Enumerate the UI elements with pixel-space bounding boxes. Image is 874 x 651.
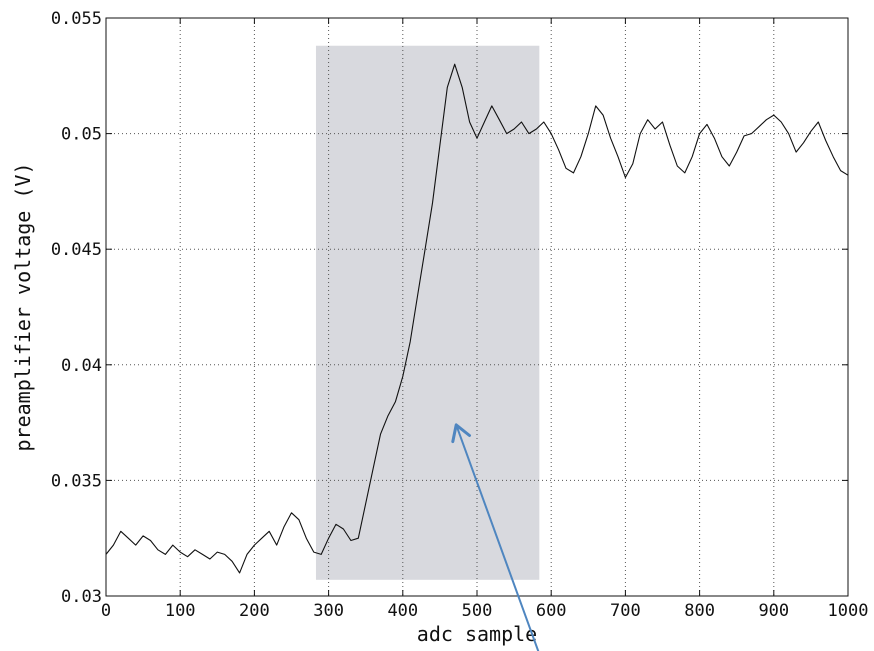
annotation-arrow-head [451,423,471,444]
x-tick-label: 900 [758,601,789,621]
x-tick-label: 0 [101,601,111,621]
x-tick-label: 400 [387,601,418,621]
x-tick-label: 100 [165,601,196,621]
y-tick-label: 0.05 [61,125,102,145]
series-line-0 [105,63,849,574]
x-tick-label: 500 [462,601,493,621]
x-tick-label: 600 [536,601,567,621]
y-tick-label: 0.03 [61,587,102,607]
x-axis-label: adc sample [417,622,537,646]
annotation-arrow-shaft [455,424,540,651]
y-tick-label: 0.04 [61,356,102,376]
y-tick-label: 0.035 [51,471,102,491]
x-tick-label: 1000 [828,601,869,621]
y-axis-label: preamplifier voltage (V) [11,163,35,452]
y-tick-label: 0.045 [51,240,102,260]
x-tick-label: 800 [684,601,715,621]
x-tick-label: 300 [313,601,344,621]
highlight-region [315,45,540,580]
x-tick-label: 700 [610,601,641,621]
x-tick-label: 200 [239,601,270,621]
y-tick-label: 0.055 [51,9,102,29]
